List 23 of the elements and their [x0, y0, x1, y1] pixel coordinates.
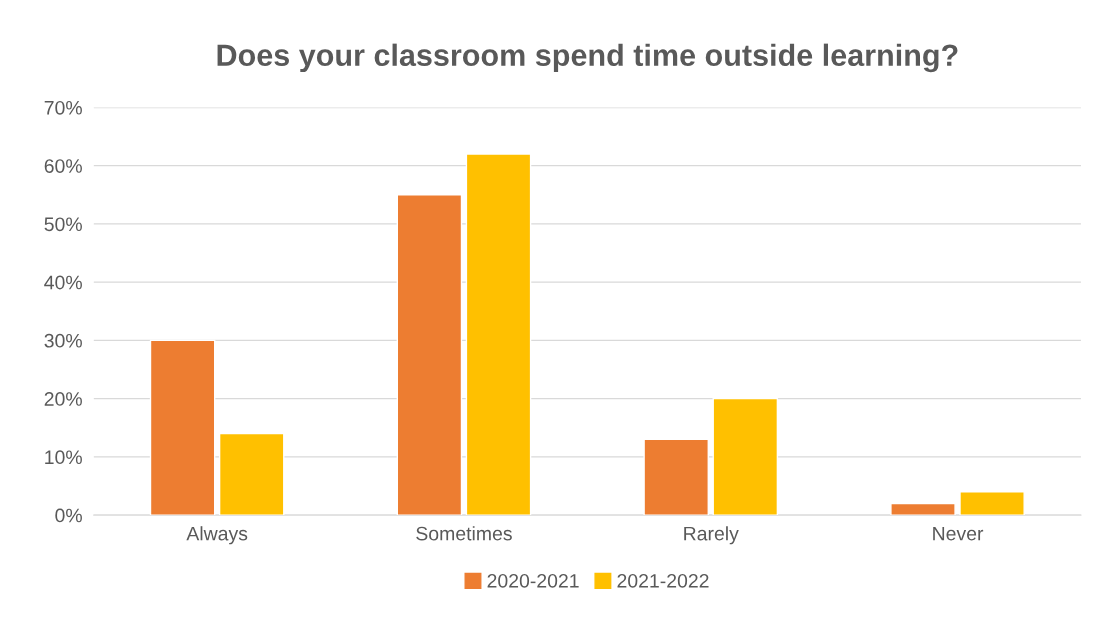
y-tick-label: 40% — [44, 275, 82, 290]
x-tick-label: Rarely — [684, 526, 739, 545]
x-tick-label: Always — [186, 526, 248, 545]
bar — [890, 502, 956, 516]
y-tick-label: 20% — [44, 392, 82, 406]
y-tick-label: 10% — [45, 450, 82, 465]
x-tick-label: Sometimes — [416, 526, 512, 541]
legend-label: 2021-2022 — [617, 573, 709, 588]
bar — [465, 153, 532, 516]
bar — [712, 397, 779, 516]
bar — [149, 339, 216, 516]
chart-title: Does your classroom spend time outside learning? — [217, 43, 958, 73]
bar — [643, 438, 709, 516]
y-tick-label: 0% — [55, 508, 82, 523]
bar — [396, 194, 463, 516]
y-tick-label: 30% — [44, 333, 82, 348]
y-tick-label: 70% — [44, 100, 82, 115]
bar — [959, 491, 1025, 516]
y-tick-label: 60% — [44, 159, 82, 173]
x-tick-label: Never — [933, 526, 984, 541]
y-tick-label: 50% — [44, 217, 82, 232]
legend-label: 2020-2021 — [487, 573, 579, 588]
bar — [218, 432, 285, 516]
